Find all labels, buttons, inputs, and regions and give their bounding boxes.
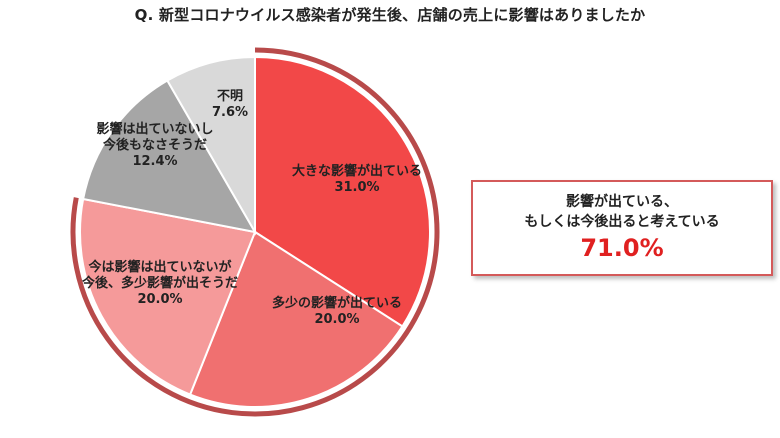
summary-box: 影響が出ている、 もしくは今後出ると考えている 71.0%: [471, 180, 773, 276]
slice-category-label: 今後もなさそうだ: [102, 137, 207, 153]
summary-line-1: 影響が出ている、: [566, 194, 678, 210]
slice-category-label: 大きな影響が出ている: [292, 163, 422, 179]
slice-unknown: [165, 55, 256, 236]
slice-some-impact: [188, 230, 404, 408]
summary-value: 71.0%: [580, 234, 664, 262]
slice-no-impact: [81, 79, 257, 234]
slice-labels: 大きな影響が出ている 31.0%多少の影響が出ている 20.0%今は影響は出ていない…: [81, 89, 422, 327]
slice-category-label: 今後、多少影響が出そうだ: [81, 275, 238, 291]
slice-category-label: 多少の影響が出ている: [272, 295, 402, 311]
slice-label-4: 影響は出ていないし今後もなさそうだ 12.4%: [96, 121, 213, 169]
slice-category-label: 影響は出ていないし: [96, 121, 213, 137]
slice-label-2: 多少の影響が出ている 20.0%: [272, 295, 402, 327]
slice-category-label: 不明: [217, 89, 243, 104]
slice-label-3: 今は影響は出ていないが今後、多少影響が出そうだ 20.0%: [81, 259, 238, 307]
pie-slices: [79, 55, 432, 408]
slice-value-label: 20.0%: [137, 292, 182, 307]
summary-line-2: もしくは今後出ると考えている: [524, 214, 720, 230]
chart-title: Q. 新型コロナウイルス感染者が発生後、店舗の売上に影響はありましたか: [134, 6, 646, 24]
slice-value-label: 12.4%: [132, 154, 177, 169]
slice-value-label: 20.0%: [314, 312, 359, 327]
slice-label-1: 大きな影響が出ている 31.0%: [292, 163, 422, 195]
highlight-arc: [70, 47, 440, 417]
slice-category-label: 今は影響は出ていないが: [87, 259, 231, 275]
slice-future-impact: [79, 197, 257, 396]
slice-value-label: 7.6%: [212, 105, 248, 120]
slice-label-5: 不明 7.6%: [212, 89, 248, 120]
slice-value-label: 31.0%: [334, 180, 379, 195]
